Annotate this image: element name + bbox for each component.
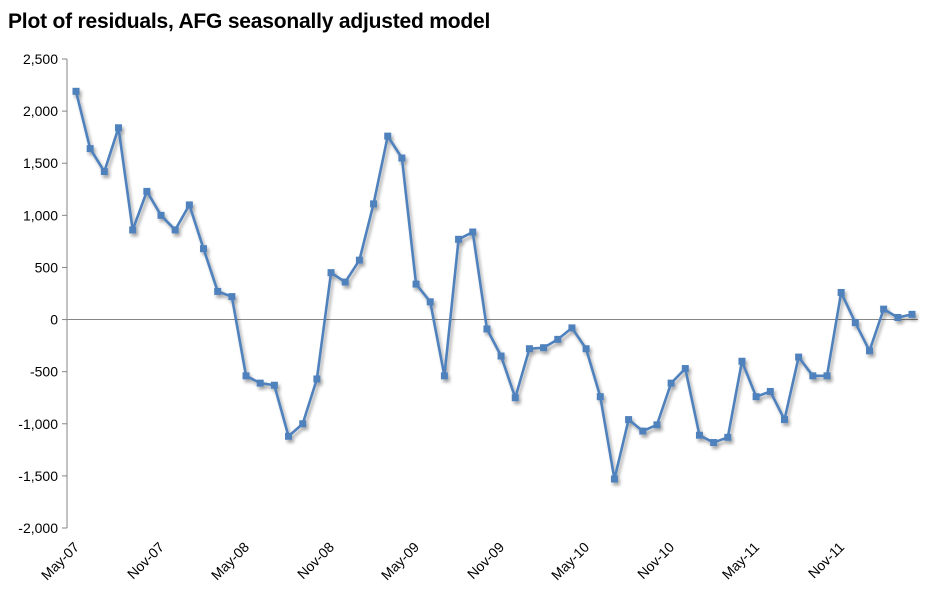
data-point: [299, 420, 307, 428]
data-point: [440, 372, 448, 380]
x-tick-label: Nov-10: [634, 539, 677, 582]
data-point: [610, 475, 618, 483]
data-point: [355, 256, 363, 264]
x-tick-label: Nov-09: [464, 539, 507, 582]
y-tick-label: 2,000: [23, 103, 58, 119]
x-tick-label: May-08: [208, 539, 252, 583]
data-point: [100, 168, 108, 176]
data-point: [540, 344, 548, 352]
y-tick-label: 500: [35, 259, 59, 275]
data-point: [185, 201, 193, 209]
y-tick-label: 1,000: [23, 207, 58, 223]
data-point: [724, 433, 732, 441]
x-tick-label: May-11: [719, 539, 763, 583]
data-point: [497, 352, 505, 360]
y-tick-label: 1,500: [23, 155, 58, 171]
y-tick-label: -2,000: [18, 520, 58, 536]
data-point: [809, 372, 817, 380]
data-point: [837, 288, 845, 296]
data-point: [214, 287, 222, 295]
data-point: [738, 357, 746, 365]
data-point: [681, 365, 689, 373]
y-tick-label: 0: [50, 312, 58, 328]
x-tick-label: May-10: [548, 539, 592, 583]
data-point: [795, 353, 803, 361]
data-point: [780, 416, 788, 424]
y-tick-label: -500: [30, 364, 58, 380]
data-point: [256, 379, 264, 387]
data-point: [412, 280, 420, 288]
data-point: [880, 305, 888, 313]
data-point: [384, 132, 392, 140]
data-point: [129, 226, 137, 234]
data-point: [86, 145, 94, 153]
data-point: [554, 335, 562, 343]
data-point: [313, 375, 321, 383]
x-tick-label: Nov-11: [805, 539, 848, 582]
chart-title: Plot of residuals, AFG seasonally adjust…: [8, 10, 491, 33]
data-point: [115, 124, 123, 132]
data-point: [653, 421, 661, 429]
data-point: [341, 278, 349, 286]
y-tick-label: -1,000: [18, 416, 58, 432]
data-point: [242, 372, 250, 380]
data-point: [667, 379, 675, 387]
data-point: [908, 310, 916, 318]
data-point: [894, 313, 902, 321]
data-point: [525, 345, 533, 353]
data-point: [469, 228, 477, 236]
y-tick-label: -1,500: [18, 468, 58, 484]
data-point: [228, 293, 236, 301]
data-point: [455, 235, 463, 243]
data-point: [171, 226, 179, 234]
x-tick-label: May-09: [378, 539, 422, 583]
data-point: [766, 387, 774, 395]
data-point: [483, 325, 491, 333]
data-point: [285, 432, 293, 440]
data-point: [710, 439, 718, 447]
data-point: [370, 200, 378, 208]
data-point: [200, 245, 208, 253]
x-tick-label: Nov-07: [124, 539, 167, 582]
y-tick-label: 2,500: [23, 51, 58, 67]
data-point: [639, 427, 647, 435]
data-point: [72, 87, 80, 95]
data-point: [398, 154, 406, 162]
series-line: [74, 90, 913, 481]
data-point: [596, 393, 604, 401]
data-point: [157, 211, 165, 219]
data-point: [695, 431, 703, 439]
data-point: [865, 347, 873, 355]
data-point: [511, 394, 519, 402]
data-point: [426, 298, 434, 306]
data-point: [752, 393, 760, 401]
data-point: [143, 187, 151, 195]
data-point: [327, 269, 335, 277]
data-point: [582, 345, 590, 353]
data-point: [851, 319, 859, 327]
x-tick-label: Nov-08: [294, 539, 337, 582]
data-point: [625, 416, 633, 424]
data-point: [823, 372, 831, 380]
x-tick-label: May-07: [38, 539, 82, 583]
data-point: [270, 381, 278, 389]
data-point: [568, 324, 576, 332]
